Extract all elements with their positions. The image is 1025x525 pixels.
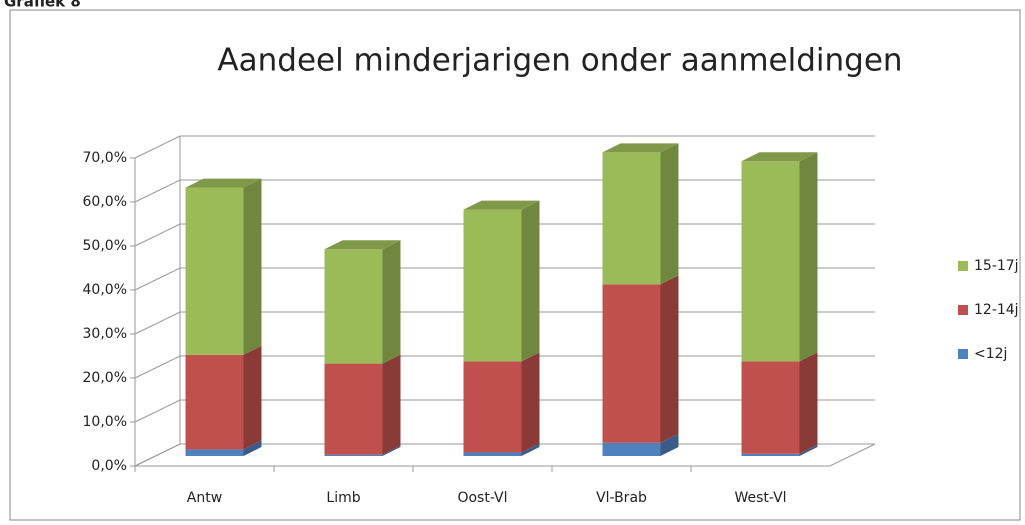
legend-swatch bbox=[958, 349, 968, 359]
bar bbox=[463, 361, 522, 453]
bar-side bbox=[799, 444, 818, 456]
chart-title: Aandeel minderjarigen onder aanmeldingen bbox=[217, 43, 902, 79]
caption: Grafiek 8 bbox=[4, 0, 81, 11]
legend-label: 12-14j bbox=[974, 302, 1019, 318]
bar-side bbox=[243, 440, 262, 456]
bar-top bbox=[324, 240, 401, 250]
x-tick-label: Oost-Vl bbox=[457, 490, 507, 506]
bar-side bbox=[660, 143, 679, 285]
y-tick-label: 70,0% bbox=[83, 150, 127, 166]
bar bbox=[602, 284, 661, 443]
bar bbox=[324, 249, 383, 364]
bar-side bbox=[521, 200, 540, 362]
bar-side bbox=[660, 275, 679, 443]
bar bbox=[602, 442, 661, 456]
bar-side bbox=[382, 445, 401, 456]
bar bbox=[463, 452, 522, 456]
bar-side bbox=[799, 352, 818, 454]
y-tick-label: 40,0% bbox=[83, 282, 127, 298]
legend-swatch bbox=[958, 261, 968, 271]
y-tick-label: 10,0% bbox=[83, 414, 127, 430]
y-tick-label: 0,0% bbox=[91, 458, 127, 474]
bar-top bbox=[741, 152, 818, 162]
bar-side bbox=[521, 352, 540, 453]
grid-line bbox=[134, 135, 875, 159]
bar bbox=[185, 449, 244, 456]
bar-side bbox=[521, 443, 540, 456]
bar bbox=[741, 453, 800, 456]
x-tick-label: West-Vl bbox=[734, 490, 786, 506]
bar-side bbox=[660, 433, 679, 456]
x-tick-label: Antw bbox=[187, 490, 222, 506]
bar bbox=[741, 361, 800, 454]
bar bbox=[741, 161, 800, 362]
bar bbox=[463, 209, 522, 362]
bar bbox=[324, 363, 383, 455]
x-tick-label: Limb bbox=[326, 490, 360, 506]
bar-top bbox=[602, 143, 679, 153]
x-tick-label: Vl-Brab bbox=[596, 490, 647, 506]
bar-side bbox=[382, 354, 401, 455]
bar-top bbox=[185, 178, 262, 188]
y-tick-label: 20,0% bbox=[83, 370, 127, 386]
legend-label: <12j bbox=[974, 346, 1007, 362]
y-tick-label: 30,0% bbox=[83, 326, 127, 342]
bar-side bbox=[243, 178, 262, 355]
bar bbox=[602, 152, 661, 285]
bar-side bbox=[382, 240, 401, 364]
bar bbox=[185, 354, 244, 450]
legend-swatch bbox=[958, 305, 968, 315]
y-tick-label: 60,0% bbox=[83, 194, 127, 210]
bar bbox=[324, 454, 383, 456]
bar bbox=[185, 187, 244, 355]
bar-side bbox=[243, 345, 262, 450]
bar-top bbox=[463, 200, 540, 210]
legend-label: 15-17j bbox=[974, 258, 1019, 274]
y-tick-label: 50,0% bbox=[83, 238, 127, 254]
bar-side bbox=[799, 152, 818, 362]
